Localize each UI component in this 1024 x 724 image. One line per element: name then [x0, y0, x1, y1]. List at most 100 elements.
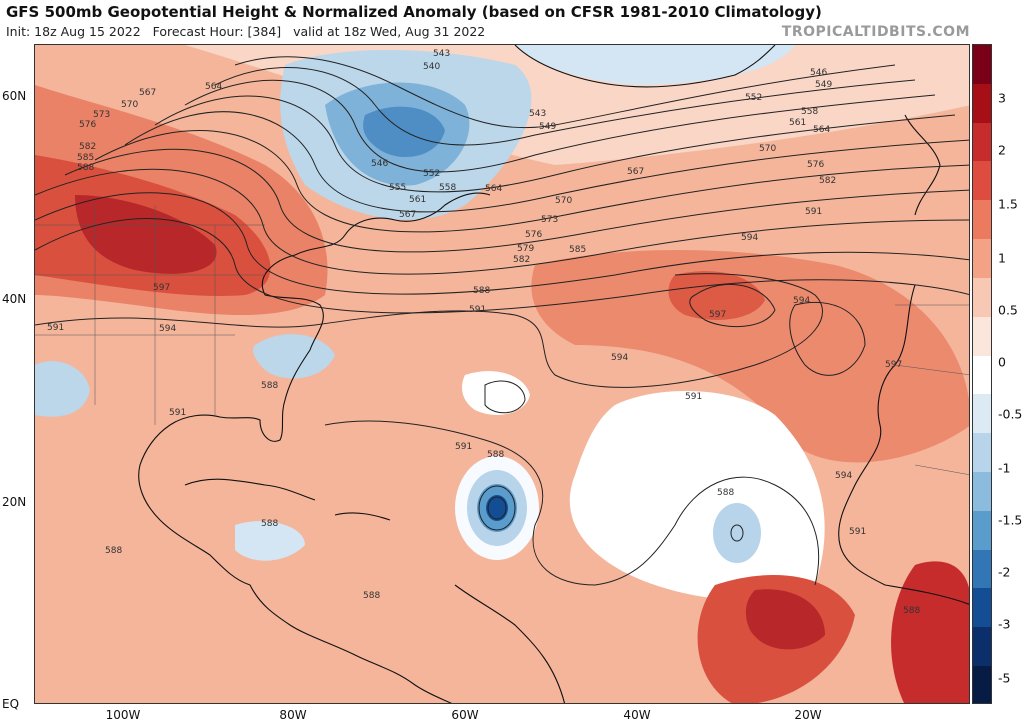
colorbar-tick: -2	[998, 564, 1011, 580]
label-576b: 576	[807, 160, 824, 170]
label-591d: 591	[47, 323, 64, 333]
label-594: 594	[741, 233, 758, 243]
lat-label-60n: 60N	[2, 89, 27, 103]
label-591: 591	[805, 207, 822, 217]
colorbar-tick: 3	[998, 90, 1006, 106]
label-591g: 591	[849, 527, 866, 537]
label-549b: 549	[539, 122, 556, 132]
label-588d: 588	[487, 450, 504, 460]
label-570c: 570	[555, 196, 572, 206]
lon-label-80w: 80W	[279, 708, 307, 722]
label-588: 588	[77, 163, 94, 173]
label-570: 570	[121, 100, 138, 110]
label-582b: 582	[819, 176, 836, 186]
anomaly-map: 564 567 570 573 576 582 585 588 543 540 …	[35, 45, 969, 703]
colorbar-segment	[973, 666, 991, 703]
chart-title: GFS 500mb Geopotential Height & Normaliz…	[6, 3, 822, 21]
label-585c: 585	[569, 245, 586, 255]
label-576c: 576	[525, 230, 542, 240]
anomaly-atlantic-hot	[668, 271, 765, 320]
anomaly-africa-hot	[891, 561, 969, 703]
label-588e: 588	[717, 488, 734, 498]
label-588h: 588	[363, 591, 380, 601]
colorbar-segment	[973, 277, 991, 317]
colorbar-segment	[973, 83, 991, 123]
colorbar-segment	[973, 122, 991, 162]
colorbar-tick: -1.5	[998, 512, 1023, 528]
label-573c: 573	[541, 215, 558, 225]
colorbar-tick: -0.5	[998, 406, 1023, 422]
anomaly-se-cold	[253, 334, 335, 379]
anomaly-neutral-center	[462, 371, 530, 415]
state-borders	[35, 205, 969, 475]
lon-label-100w: 100W	[105, 708, 141, 722]
label-546c: 546	[371, 159, 388, 169]
anomaly-east-cold	[713, 503, 761, 563]
label-597c: 597	[885, 360, 902, 370]
label-597a: 597	[153, 283, 170, 293]
label-588g: 588	[105, 546, 122, 556]
label-594d: 594	[611, 353, 628, 363]
label-540: 540	[423, 62, 440, 72]
label-564b: 564	[813, 125, 830, 135]
forecast-hour: Forecast Hour: [384]	[152, 24, 282, 39]
label-576: 576	[79, 120, 96, 130]
colorbar-tick: -3	[998, 616, 1011, 632]
anomaly-trough-core	[363, 106, 445, 158]
lon-label-40w: 40W	[623, 708, 651, 722]
valid-time: valid at 18z Wed, Aug 31 2022	[293, 24, 486, 39]
colorbar-tick: 2	[998, 142, 1006, 158]
colorbar-segment	[973, 316, 991, 356]
label-591e: 591	[169, 408, 186, 418]
label-567d: 567	[627, 167, 644, 177]
colorbar-tick: -5	[998, 670, 1011, 686]
label-594c: 594	[793, 296, 810, 306]
contour-labels: 564 567 570 573 576 582 585 588 543 540 …	[47, 49, 920, 616]
colorbar-segment	[973, 239, 991, 278]
brand-watermark: TROPICALTIDBITS.COM	[781, 24, 970, 40]
label-564c: 564	[485, 184, 502, 194]
label-564: 564	[205, 82, 222, 92]
label-588b: 588	[473, 286, 490, 296]
colorbar-segment	[973, 588, 991, 628]
label-558c: 558	[439, 183, 456, 193]
anomaly-greenland	[515, 45, 795, 85]
lon-label-60w: 60W	[451, 708, 479, 722]
label-591c: 591	[685, 392, 702, 402]
anomaly-west-cold	[35, 361, 90, 417]
colorbar-segment	[973, 355, 991, 395]
label-588i: 588	[903, 606, 920, 616]
colorbar-tick: -1	[998, 460, 1011, 476]
colorbar-tick: 0	[998, 354, 1006, 370]
label-579: 579	[517, 244, 534, 254]
run-info: Init: 18z Aug 15 2022 Forecast Hour: [38…	[6, 24, 485, 39]
label-555: 555	[389, 183, 406, 193]
label-585: 585	[77, 153, 94, 163]
colorbar-segment	[973, 433, 991, 472]
map-panel: 564 567 570 573 576 582 585 588 543 540 …	[34, 44, 970, 704]
label-567c: 567	[399, 210, 416, 220]
coastlines	[138, 45, 969, 703]
anomaly-north-core	[75, 195, 217, 274]
colorbar-segment	[973, 510, 991, 550]
lat-label-eq: EQ	[2, 697, 20, 711]
init-time: Init: 18z Aug 15 2022	[6, 24, 141, 39]
label-546: 546	[810, 68, 827, 78]
colorbar-segment	[973, 471, 991, 511]
label-597b: 597	[709, 310, 726, 320]
label-570b: 570	[759, 144, 776, 154]
colorbar-tick: 1.5	[998, 196, 1018, 212]
label-549: 549	[815, 80, 832, 90]
colorbar	[972, 44, 992, 704]
anomaly-tc-core	[486, 495, 508, 521]
colorbar-segment	[973, 394, 991, 434]
label-588f: 588	[261, 519, 278, 529]
lat-label-20n: 20N	[2, 495, 27, 509]
label-552c: 552	[423, 169, 440, 179]
label-573: 573	[93, 110, 110, 120]
colorbar-segment	[973, 549, 991, 589]
label-543b: 543	[529, 109, 546, 119]
label-591b: 591	[469, 305, 486, 315]
lon-label-20w: 20W	[794, 708, 822, 722]
lat-label-40n: 40N	[2, 292, 27, 306]
